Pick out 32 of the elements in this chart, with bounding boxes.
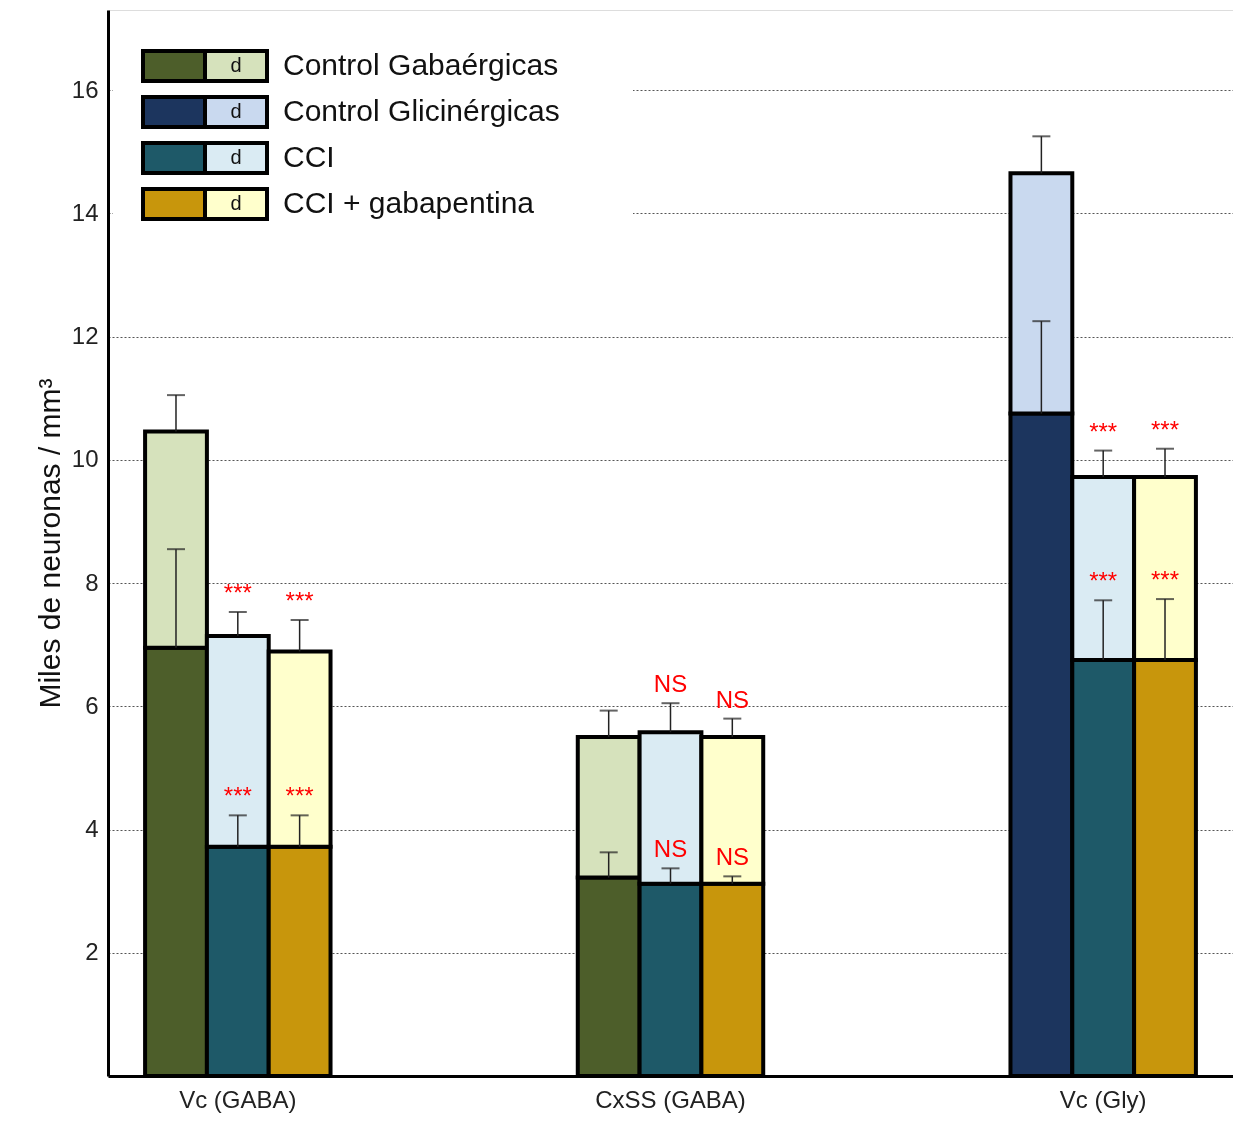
data-label: NS <box>715 685 749 713</box>
data-label: *** <box>1089 417 1118 445</box>
data-label: *** <box>1150 415 1180 443</box>
annotation: d <box>230 100 242 122</box>
data-label: NS <box>653 670 688 698</box>
legend-label: Control Gabaérgicas <box>283 48 559 81</box>
y-axis-title: Miles de neuronas / mm³ <box>32 378 66 709</box>
y-tick-label: 4 <box>85 815 99 843</box>
data-label: *** <box>223 782 252 810</box>
annotation: d <box>230 54 242 76</box>
legend-label: CCI <box>283 140 335 173</box>
data-label: NS <box>653 835 688 863</box>
y-tick-label: 16 <box>71 75 99 103</box>
data-label: *** <box>223 579 252 607</box>
data-label: *** <box>285 782 314 810</box>
legend-label: CCI + gabapentina <box>283 186 535 219</box>
x-tick-label: CxSS (GABA) <box>595 1085 746 1113</box>
legend-label: Control Glicinérgicas <box>283 94 560 127</box>
y-tick-label: 14 <box>71 198 99 226</box>
y-tick-label: 8 <box>85 568 99 596</box>
y-tick-label: 10 <box>71 445 99 473</box>
annotation: d <box>230 192 242 214</box>
data-label: *** <box>1089 567 1118 595</box>
data-label: *** <box>285 587 314 615</box>
y-tick-label: 2 <box>85 938 99 966</box>
data-label: *** <box>1150 566 1180 594</box>
x-tick-label: Vc (Gly) <box>1059 1085 1147 1113</box>
annotation: d <box>230 146 242 168</box>
y-tick-label: 6 <box>85 691 99 719</box>
data-label: NS <box>715 843 749 871</box>
y-tick-label: 12 <box>71 322 99 350</box>
x-tick-label: Vc (GABA) <box>179 1085 297 1113</box>
